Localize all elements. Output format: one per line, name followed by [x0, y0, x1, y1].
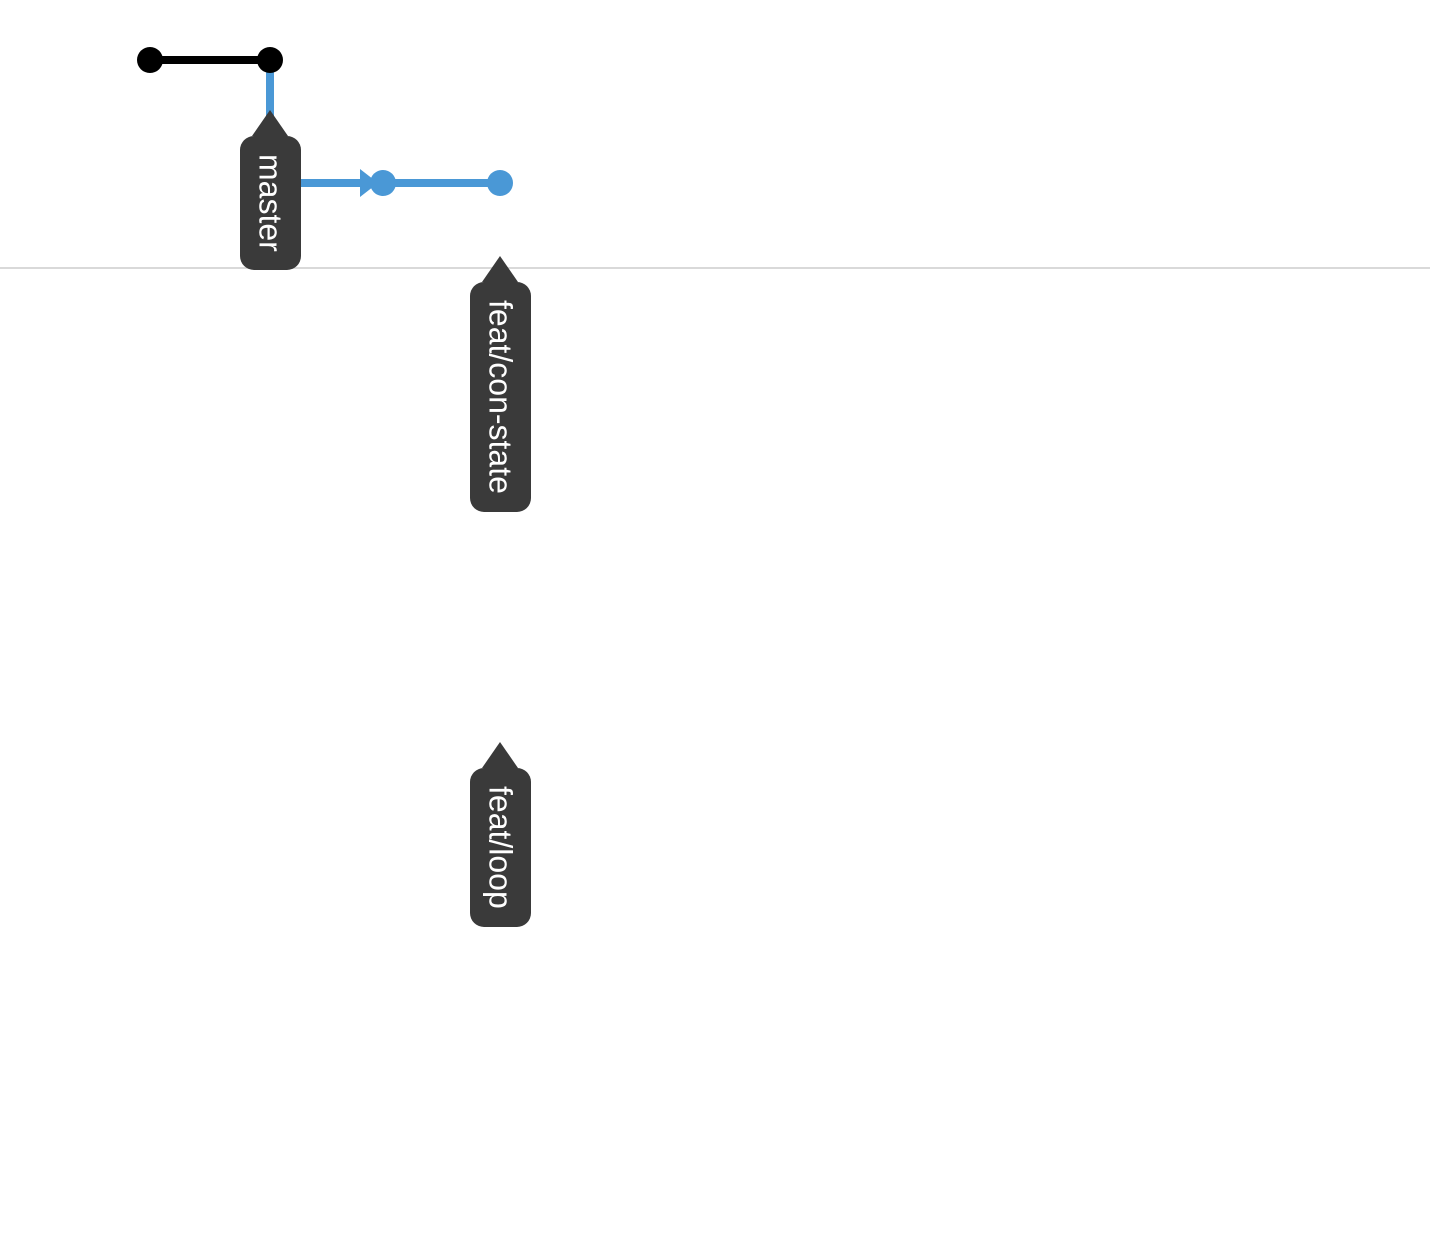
commit-m2[interactable] [257, 47, 283, 73]
commit-f2[interactable] [487, 170, 513, 196]
tag-feat-con-state[interactable]: feat/con-state [470, 282, 531, 512]
tag-label: feat/con-state [482, 300, 519, 494]
edge-feature [383, 179, 500, 187]
commit-f1[interactable] [370, 170, 396, 196]
tag-pointer-feat-con-state [482, 256, 518, 282]
tag-pointer-feat-loop [482, 742, 518, 768]
tag-master[interactable]: master [240, 136, 301, 270]
divider-line [0, 267, 1430, 269]
tag-pointer-master [252, 110, 288, 136]
commit-m1[interactable] [137, 47, 163, 73]
tag-label: master [252, 154, 289, 252]
tag-label: feat/loop [482, 786, 519, 909]
git-graph-canvas: { "type": "git-graph", "canvas": { "widt… [0, 0, 1430, 1234]
tag-feat-loop[interactable]: feat/loop [470, 768, 531, 927]
edge-master [150, 56, 270, 64]
